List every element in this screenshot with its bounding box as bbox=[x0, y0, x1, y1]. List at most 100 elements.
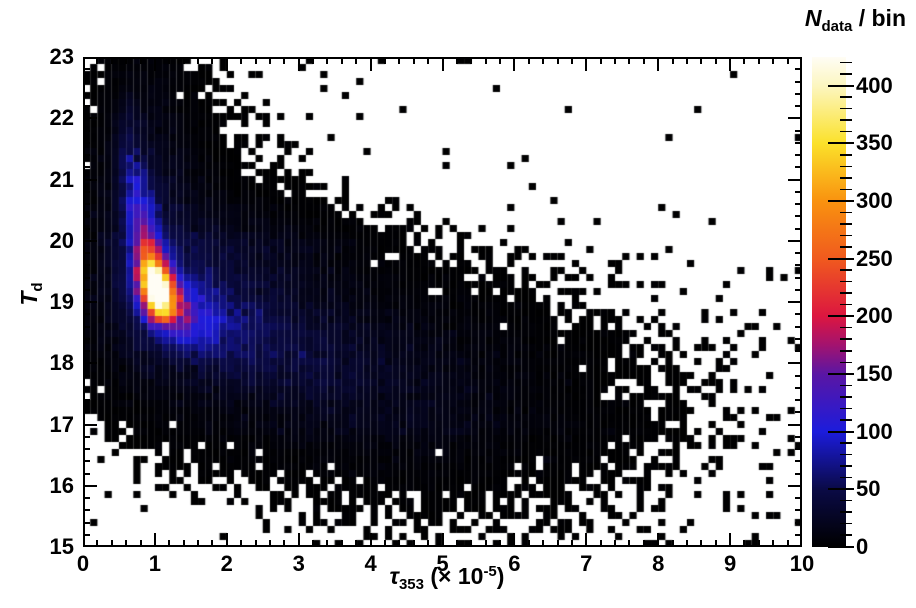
colorbar-title-rest: / bin bbox=[852, 5, 906, 31]
y-axis-title: Td bbox=[16, 257, 46, 331]
colorbar-tick bbox=[828, 84, 854, 87]
y-tick bbox=[795, 252, 802, 254]
colorbar-minor-tick bbox=[840, 350, 852, 352]
y-tick bbox=[795, 435, 802, 438]
x-tick bbox=[96, 540, 99, 547]
x-tick bbox=[168, 540, 171, 547]
x-tick bbox=[182, 540, 185, 547]
x-tick bbox=[757, 540, 760, 547]
x-tick bbox=[455, 540, 458, 547]
x-tick bbox=[412, 540, 415, 547]
colorbar-minor-tick bbox=[840, 61, 852, 64]
y-tick bbox=[83, 178, 97, 181]
colorbar-minor-tick bbox=[840, 361, 852, 364]
x-tick bbox=[455, 57, 458, 64]
x-tick bbox=[139, 540, 142, 547]
y-tick bbox=[795, 313, 802, 316]
y-tick bbox=[795, 386, 802, 389]
y-tick bbox=[795, 350, 802, 352]
y-axis-title-subscript: d bbox=[29, 282, 46, 292]
y-axis-title-symbol: T bbox=[16, 291, 42, 306]
x-tick bbox=[700, 540, 703, 547]
x-tick bbox=[542, 57, 545, 64]
x-tick bbox=[96, 57, 99, 64]
y-tick bbox=[83, 313, 90, 316]
x-tick bbox=[700, 57, 703, 64]
x-tick-label: 1 bbox=[148, 551, 162, 576]
y-tick bbox=[795, 399, 802, 401]
x-tick bbox=[355, 57, 358, 64]
y-tick bbox=[795, 166, 802, 169]
y-tick bbox=[788, 301, 802, 303]
x-tick-label: 6 bbox=[508, 551, 521, 576]
colorbar-minor-tick bbox=[840, 211, 852, 214]
y-tick bbox=[795, 288, 802, 291]
colorbar-minor-tick bbox=[840, 73, 852, 75]
x-tick bbox=[614, 57, 617, 64]
x-tick-label: 3 bbox=[292, 551, 305, 576]
y-tick bbox=[83, 521, 90, 524]
colorbar-minor-tick bbox=[840, 476, 852, 479]
colorbar-title: Ndata / bin bbox=[700, 5, 906, 35]
x-tick bbox=[657, 533, 660, 547]
x-tick bbox=[340, 57, 343, 64]
y-tick bbox=[83, 166, 90, 169]
colorbar-minor-tick bbox=[840, 407, 852, 410]
x-tick bbox=[527, 540, 530, 547]
y-tick bbox=[83, 239, 97, 242]
x-tick bbox=[197, 57, 200, 64]
x-tick bbox=[729, 57, 732, 71]
histogram-canvas bbox=[83, 57, 802, 547]
x-tick bbox=[268, 57, 271, 64]
colorbar-minor-tick bbox=[840, 465, 852, 467]
x-tick bbox=[772, 540, 775, 547]
x-tick bbox=[714, 540, 717, 547]
x-tick bbox=[671, 540, 674, 547]
colorbar-minor-tick bbox=[840, 522, 852, 525]
y-tick bbox=[83, 154, 90, 156]
x-tick bbox=[125, 540, 128, 547]
colorbar-minor-tick bbox=[840, 130, 852, 133]
x-tick bbox=[383, 540, 386, 547]
x-tick bbox=[484, 540, 487, 547]
y-tick-label: 23 bbox=[49, 44, 74, 69]
x-tick bbox=[283, 540, 286, 547]
colorbar-minor-tick bbox=[840, 96, 852, 98]
y-tick bbox=[83, 399, 90, 401]
y-tick bbox=[83, 276, 90, 279]
x-axis-title-mid: (× 10 bbox=[423, 563, 484, 589]
colorbar-tick bbox=[828, 200, 854, 203]
colorbar-tick-label: 400 bbox=[856, 72, 893, 98]
x-tick bbox=[513, 57, 516, 71]
colorbar-tick-label: 250 bbox=[856, 245, 893, 271]
x-tick bbox=[125, 57, 128, 64]
y-tick bbox=[788, 117, 802, 120]
y-tick bbox=[788, 362, 802, 365]
x-tick bbox=[326, 540, 329, 547]
x-tick bbox=[240, 540, 243, 547]
y-tick bbox=[83, 215, 90, 218]
y-tick bbox=[795, 325, 802, 328]
x-tick-label: 4 bbox=[364, 551, 377, 576]
colorbar-minor-tick bbox=[840, 396, 852, 398]
colorbar-minor-tick bbox=[840, 534, 852, 536]
y-tick bbox=[795, 337, 802, 340]
x-tick bbox=[110, 540, 113, 547]
x-tick bbox=[182, 57, 185, 64]
x-axis-title-end: ) bbox=[496, 563, 505, 589]
y-tick bbox=[795, 227, 802, 230]
x-tick bbox=[283, 57, 286, 64]
x-tick bbox=[369, 533, 372, 547]
y-tick bbox=[795, 141, 802, 144]
y-tick-label: 15 bbox=[49, 534, 74, 559]
y-tick bbox=[795, 411, 802, 414]
y-tick bbox=[83, 460, 90, 463]
colorbar-tick bbox=[828, 546, 854, 548]
y-tick-label: 20 bbox=[49, 227, 74, 253]
x-tick bbox=[499, 540, 502, 547]
y-tick bbox=[83, 301, 97, 303]
x-tick bbox=[671, 57, 674, 64]
colorbar-minor-tick bbox=[840, 269, 852, 271]
y-tick bbox=[83, 105, 90, 107]
y-tick bbox=[795, 521, 802, 524]
